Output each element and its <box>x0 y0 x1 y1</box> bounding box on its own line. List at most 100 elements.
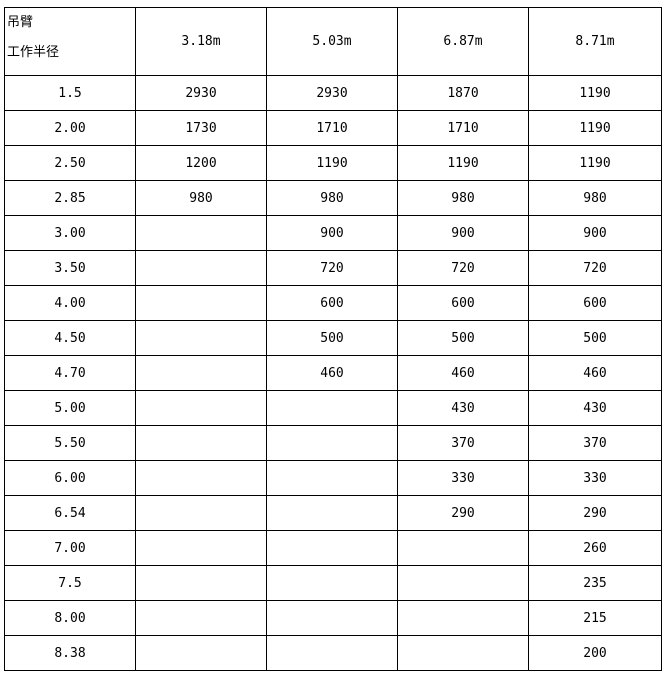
load-value: 460 <box>583 365 607 381</box>
load-cell: 1200 <box>135 145 267 181</box>
load-table: 吊臂 工作半径 3.18m 5.03m 6.87m 8.71m 1.5 2930 2930… <box>4 7 662 671</box>
load-value: 330 <box>583 470 607 486</box>
radius-value: 3.50 <box>54 260 86 276</box>
load-value: 460 <box>451 365 475 381</box>
load-value: 1190 <box>579 85 611 101</box>
radius-cell: 5.00 <box>4 390 136 426</box>
radius-cell: 4.00 <box>4 285 136 321</box>
load-cell: 1710 <box>397 110 529 146</box>
radius-cell: 4.70 <box>4 355 136 391</box>
data-row: 4.70 460 460 460 <box>4 355 662 391</box>
load-cell <box>397 600 529 636</box>
load-cell <box>397 635 529 671</box>
load-cell <box>135 460 267 496</box>
radius-cell: 8.00 <box>4 600 136 636</box>
table-body: 吊臂 工作半径 3.18m 5.03m 6.87m 8.71m 1.5 2930 2930… <box>4 7 662 671</box>
load-value: 290 <box>583 505 607 521</box>
load-cell: 460 <box>397 355 529 391</box>
radius-cell: 2.50 <box>4 145 136 181</box>
load-value: 900 <box>583 225 607 241</box>
load-cell <box>266 425 398 461</box>
radius-value: 4.50 <box>54 330 86 346</box>
load-cell <box>135 600 267 636</box>
load-value: 900 <box>451 225 475 241</box>
load-cell: 235 <box>528 565 662 601</box>
radius-value: 8.38 <box>54 645 86 661</box>
data-row: 4.50 500 500 500 <box>4 320 662 356</box>
load-value: 330 <box>451 470 475 486</box>
radius-value: 7.5 <box>58 575 82 591</box>
load-cell <box>266 635 398 671</box>
radius-cell: 3.00 <box>4 215 136 251</box>
load-cell <box>397 565 529 601</box>
load-value: 2930 <box>316 85 348 101</box>
load-cell <box>135 320 267 356</box>
load-cell: 1190 <box>528 110 662 146</box>
load-cell: 900 <box>528 215 662 251</box>
load-cell: 1190 <box>266 145 398 181</box>
data-row: 6.00 330 330 <box>4 460 662 496</box>
load-cell <box>266 495 398 531</box>
radius-value: 2.85 <box>54 190 86 206</box>
load-cell: 500 <box>397 320 529 356</box>
load-cell: 500 <box>528 320 662 356</box>
load-cell <box>135 635 267 671</box>
load-value: 290 <box>451 505 475 521</box>
load-cell <box>135 530 267 566</box>
load-cell: 290 <box>528 495 662 531</box>
load-value: 720 <box>451 260 475 276</box>
load-value: 1190 <box>447 155 479 171</box>
load-value: 600 <box>320 295 344 311</box>
load-value: 370 <box>583 435 607 451</box>
data-row: 2.50 1200 1190 1190 1190 <box>4 145 662 181</box>
radius-cell: 1.5 <box>4 75 136 111</box>
load-cell: 980 <box>135 180 267 216</box>
radius-cell: 2.85 <box>4 180 136 216</box>
load-cell: 1710 <box>266 110 398 146</box>
load-cell <box>135 250 267 286</box>
load-cell: 980 <box>266 180 398 216</box>
load-value: 1730 <box>185 120 217 136</box>
load-value: 200 <box>583 645 607 661</box>
column-header: 5.03m <box>266 7 398 76</box>
radius-value: 3.00 <box>54 225 86 241</box>
load-cell: 460 <box>528 355 662 391</box>
radius-cell: 7.00 <box>4 530 136 566</box>
radius-value: 5.00 <box>54 400 86 416</box>
load-cell: 1190 <box>528 75 662 111</box>
load-value: 1190 <box>579 120 611 136</box>
radius-value: 4.00 <box>54 295 86 311</box>
load-value: 1190 <box>579 155 611 171</box>
load-value: 500 <box>583 330 607 346</box>
load-cell <box>266 600 398 636</box>
load-cell: 600 <box>266 285 398 321</box>
data-row: 7.00 260 <box>4 530 662 566</box>
load-cell: 215 <box>528 600 662 636</box>
load-value: 1870 <box>447 85 479 101</box>
data-row: 2.00 1730 1710 1710 1190 <box>4 110 662 146</box>
load-value: 980 <box>320 190 344 206</box>
load-cell <box>266 390 398 426</box>
data-row: 4.00 600 600 600 <box>4 285 662 321</box>
load-value: 1710 <box>447 120 479 136</box>
load-value: 260 <box>583 540 607 556</box>
load-cell <box>135 355 267 391</box>
corner-bottom: 工作半径 <box>7 45 60 60</box>
load-cell <box>135 390 267 426</box>
load-cell: 260 <box>528 530 662 566</box>
load-cell <box>266 565 398 601</box>
header-row: 吊臂 工作半径 3.18m 5.03m 6.87m 8.71m <box>4 7 662 76</box>
load-cell: 290 <box>397 495 529 531</box>
load-value: 720 <box>583 260 607 276</box>
load-cell <box>266 460 398 496</box>
radius-value: 2.50 <box>54 155 86 171</box>
load-value: 235 <box>583 575 607 591</box>
load-cell: 460 <box>266 355 398 391</box>
radius-value: 6.54 <box>54 505 86 521</box>
load-value: 500 <box>451 330 475 346</box>
load-value: 720 <box>320 260 344 276</box>
load-cell: 980 <box>528 180 662 216</box>
load-cell: 370 <box>528 425 662 461</box>
load-cell: 600 <box>397 285 529 321</box>
